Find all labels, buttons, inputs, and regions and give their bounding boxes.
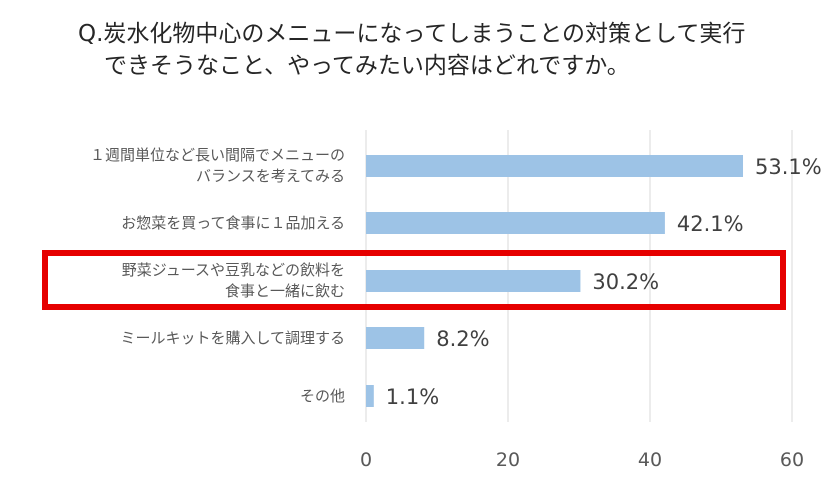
category-label: バランスを考えてみる — [196, 167, 345, 185]
x-tick-label: 60 — [780, 449, 804, 471]
category-label: 食事と一緒に飲む — [225, 282, 345, 300]
category-label: １週間単位など長い間隔でメニューの — [90, 146, 345, 164]
bar-value-label: 42.1% — [677, 212, 744, 236]
category-label: その他 — [300, 387, 345, 405]
category-label: ミールキットを購入して調理する — [120, 329, 345, 347]
bar — [366, 155, 744, 177]
x-tick-label: 20 — [496, 449, 520, 471]
chart-title-line-2: できそうなこと、やってみたい内容はどれですか。 — [104, 53, 630, 79]
bar — [366, 385, 374, 407]
bar — [366, 212, 665, 234]
category-label: 野菜ジュースや豆乳などの飲料を — [122, 261, 345, 279]
chart-title: Q.炭水化物中心のメニューになってしまうことの対策として実行 できそうなこと、や… — [78, 18, 745, 82]
bar — [366, 327, 425, 349]
bar-value-label: 53.1% — [755, 155, 822, 179]
bar-value-label: 1.1% — [386, 385, 439, 409]
x-tick-label: 40 — [638, 449, 662, 471]
bar — [366, 270, 581, 292]
category-label: お惣菜を買って食事に１品加える — [121, 214, 345, 232]
chart-title-line-1: Q.炭水化物中心のメニューになってしまうことの対策として実行 — [78, 21, 746, 47]
bar-value-label: 30.2% — [592, 270, 659, 294]
bar-value-label: 8.2% — [436, 327, 489, 351]
highlight-frame — [42, 250, 786, 310]
x-tick-label: 0 — [360, 449, 372, 471]
